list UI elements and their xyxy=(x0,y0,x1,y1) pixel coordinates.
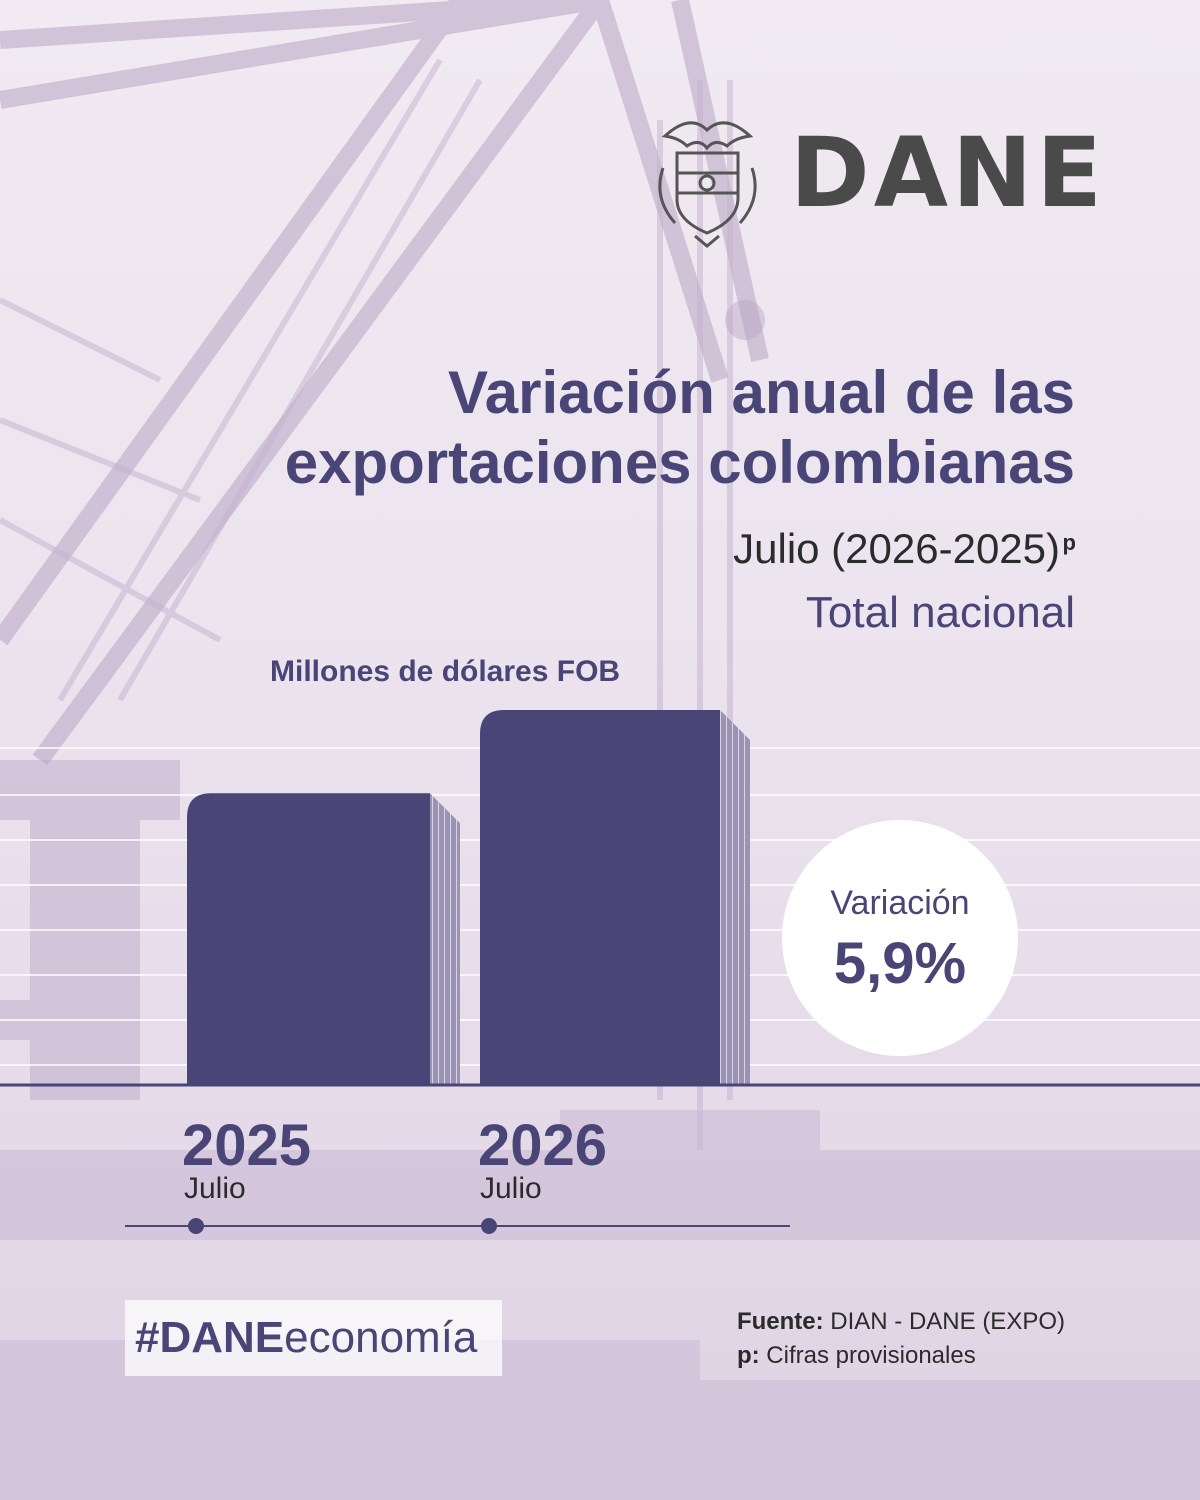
source-value: DIAN - DANE (EXPO) xyxy=(830,1308,1065,1335)
bar-side-2025 xyxy=(430,793,460,1085)
note-value: Cifras provisionales xyxy=(766,1342,976,1369)
bar-value-label-2026: 4.690,7 xyxy=(507,756,694,819)
variation-badge: Variación 5,9% xyxy=(782,820,1018,1056)
period-label: Julio (2026-2025) xyxy=(733,525,1060,572)
x-tick-label-2025: 2025 xyxy=(182,1113,312,1178)
variation-label: Variación xyxy=(830,884,970,922)
colombia-coat-of-arms-icon xyxy=(658,121,757,248)
note-line: p: Cifras provisionales xyxy=(737,1339,1065,1373)
timeline-dot-2025 xyxy=(188,1218,204,1234)
variation-value: 5,9% xyxy=(833,931,967,996)
bar-2026 xyxy=(480,710,720,1085)
source-line: Fuente: DIAN - DANE (EXPO) xyxy=(737,1305,1065,1339)
title-line-1: Variación anual de las xyxy=(448,359,1075,426)
source-label: Fuente: xyxy=(736,1308,824,1335)
source-note: Fuente: DIAN - DANE (EXPO) p: Cifras pro… xyxy=(737,1305,1065,1373)
scope-label: Total nacional xyxy=(805,588,1075,637)
hashtag-bold: #DANE xyxy=(135,1313,285,1362)
x-tick-label-2026: 2026 xyxy=(478,1113,608,1178)
x-tick-sublabel-2026: Julio xyxy=(480,1172,542,1205)
title-line-2: exportaciones colombianas xyxy=(284,429,1075,496)
hashtag-badge: #DANEeconomía xyxy=(125,1300,502,1376)
timeline-dot-2026 xyxy=(481,1218,497,1234)
note-label: p: xyxy=(736,1342,760,1369)
y-axis-units: Millones de dólares FOB xyxy=(270,655,621,688)
dane-logo-text: DANE xyxy=(790,117,1106,229)
hashtag-rest: economía xyxy=(284,1313,478,1362)
page-title: Variación anual de las exportaciones col… xyxy=(175,358,1075,498)
bar-side-2026 xyxy=(720,710,750,1085)
bar-value-label-2025: 4.427,5 xyxy=(223,821,397,879)
x-tick-sublabel-2025: Julio xyxy=(184,1172,246,1205)
provisional-mark: p xyxy=(1062,530,1076,555)
bar-2025 xyxy=(187,793,430,1085)
